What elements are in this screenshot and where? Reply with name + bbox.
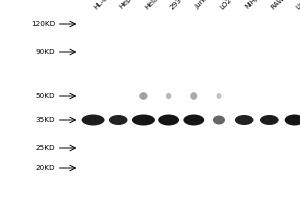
Text: 25KD: 25KD <box>35 145 55 151</box>
Text: 35KD: 35KD <box>35 117 55 123</box>
Text: LO2: LO2 <box>219 0 233 10</box>
Ellipse shape <box>190 92 197 100</box>
Ellipse shape <box>235 115 254 125</box>
Ellipse shape <box>132 114 155 126</box>
Text: Liver: Liver <box>295 0 300 10</box>
Text: 50KD: 50KD <box>35 93 55 99</box>
Text: 20KD: 20KD <box>35 165 55 171</box>
Ellipse shape <box>285 114 300 126</box>
Ellipse shape <box>213 116 225 124</box>
Text: Hela: Hela <box>143 0 159 10</box>
Ellipse shape <box>183 114 204 126</box>
Ellipse shape <box>217 93 221 99</box>
Ellipse shape <box>166 93 171 99</box>
Text: 293: 293 <box>169 0 183 10</box>
Ellipse shape <box>109 115 128 125</box>
Text: 120KD: 120KD <box>31 21 55 27</box>
Ellipse shape <box>82 114 104 126</box>
Ellipse shape <box>260 115 279 125</box>
Text: NIH/3T3: NIH/3T3 <box>244 0 269 10</box>
Text: RAW264.7: RAW264.7 <box>269 0 300 10</box>
Text: HepG2: HepG2 <box>118 0 140 10</box>
Text: Jurkat: Jurkat <box>194 0 213 10</box>
Ellipse shape <box>139 92 148 100</box>
Text: HL-60: HL-60 <box>93 0 112 10</box>
Text: 90KD: 90KD <box>35 49 55 55</box>
Ellipse shape <box>158 114 179 126</box>
